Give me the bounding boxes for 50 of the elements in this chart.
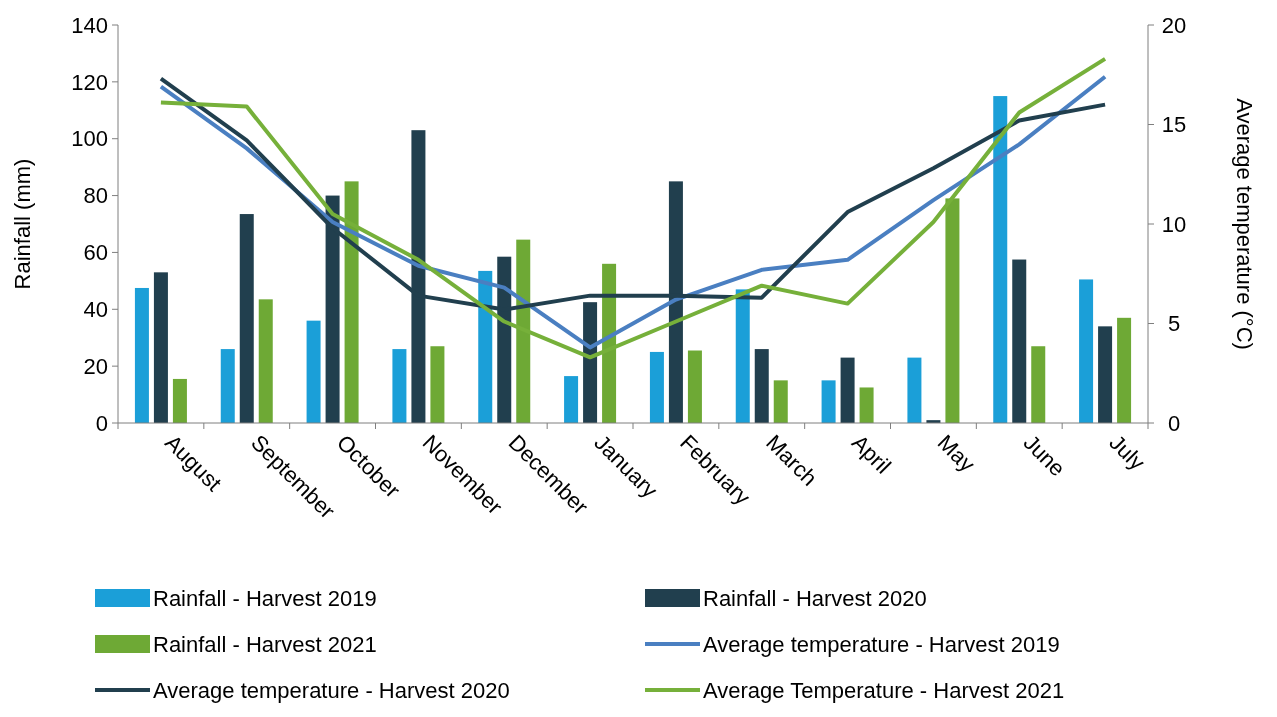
y2-tick-label: 20 [1161,12,1187,38]
bar [649,351,664,423]
y-tick-label: 80 [83,183,108,209]
bar [172,378,187,423]
bar [430,346,445,423]
bar [687,350,702,423]
bar [735,289,750,423]
bar [583,302,598,423]
bar [773,380,788,423]
bar [478,270,493,423]
bar [754,349,769,423]
bar [392,349,407,423]
y-tick-label: 140 [71,12,108,38]
legend-label: Rainfall - Harvest 2019 [153,585,377,611]
bar [821,380,836,423]
x-tick-label: July [1104,429,1150,476]
y-tick-label: 60 [83,240,108,266]
bar [840,357,855,423]
x-tick-label: April [846,429,896,479]
legend-label: Average temperature - Harvest 2019 [703,631,1060,657]
y-tick-label: 0 [95,410,108,436]
y2-tick-label: 5 [1167,311,1181,337]
bar [239,214,254,423]
bar [564,376,579,423]
y-tick-label: 100 [71,126,108,152]
bar [907,357,922,423]
bar [859,387,874,423]
y-tick-label: 120 [71,69,108,95]
bar [153,272,168,423]
bar [1031,346,1046,423]
y-axis-title: Rainfall (mm) [10,158,35,290]
bar [220,349,235,423]
legend-label: Rainfall - Harvest 2020 [703,585,927,611]
bar [258,299,273,423]
bar [306,320,321,423]
bar [1012,259,1027,423]
y-tick-label: 20 [83,353,108,379]
legend-label: Rainfall - Harvest 2021 [153,631,377,657]
y-tick-label: 40 [83,296,108,322]
bar [993,96,1008,423]
y2-tick-label: 0 [1167,410,1181,436]
bar [1117,317,1132,423]
y2-axis-title: Average temperature (°C) [1232,98,1257,350]
y2-tick-label: 10 [1161,211,1187,237]
bar [1079,279,1094,423]
legend-label: Average Temperature - Harvest 2021 [703,677,1065,703]
bar [1098,326,1113,423]
y2-tick-label: 15 [1161,112,1187,138]
legend-label: Average temperature - Harvest 2020 [153,677,510,703]
bar [134,287,149,423]
